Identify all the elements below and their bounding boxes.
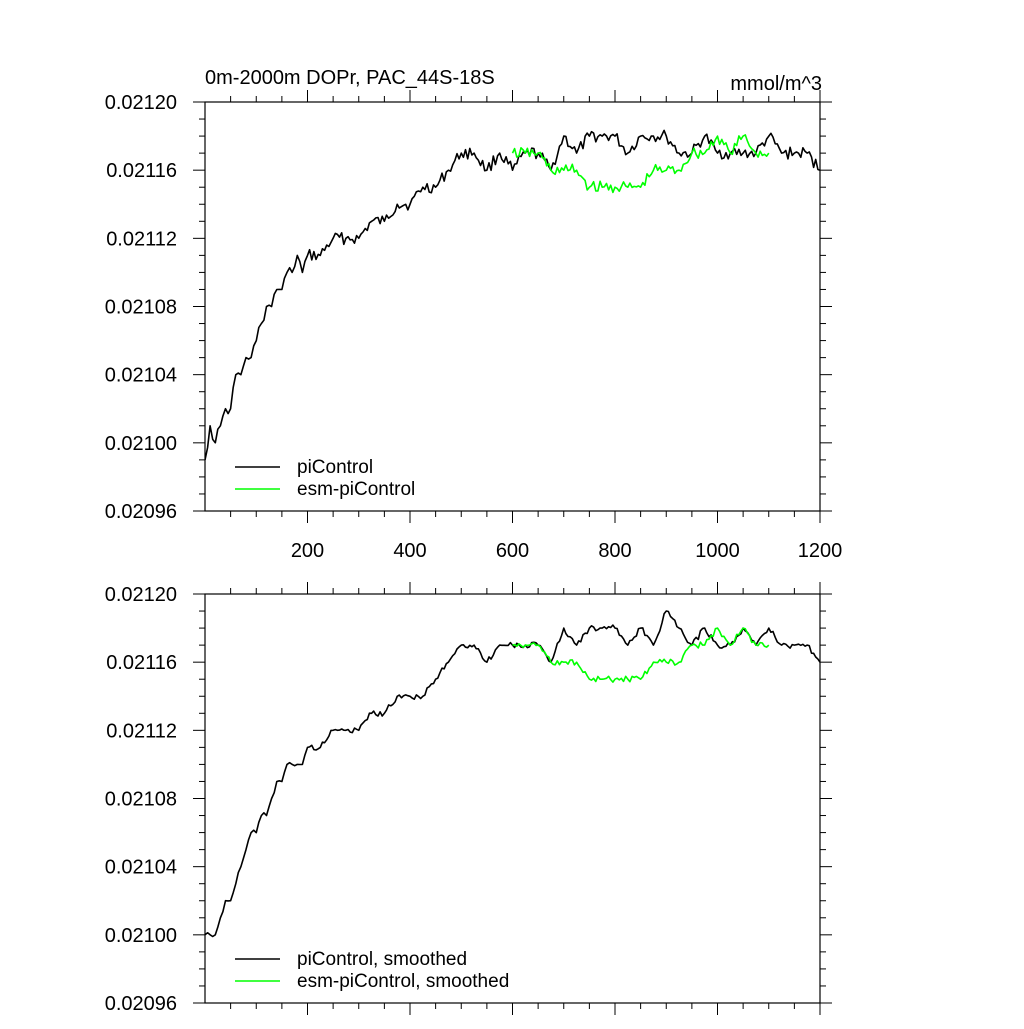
plot-panel-1: 0.02096 0.02100 0.02104 0.02108 0.02112 0.021… [105,67,843,562]
y-tick-label: 0.02104 [105,365,177,387]
legend-label: piControl [297,457,373,478]
y-tick-label: 0.02104 [105,857,177,879]
y-tick-label: 0.02120 [105,584,177,606]
y-tick-label: 0.02100 [105,433,177,455]
y-tick-label: 0.02108 [105,297,177,319]
y-tick-label: 0.02112 [106,720,177,742]
x-tick-label: 600 [496,540,529,562]
legend-label: piControl, smoothed [297,949,467,970]
x-tick-label: 1200 [798,540,843,562]
series-line-picontrol [205,129,820,461]
legend-label: esm-piControl [297,479,415,500]
y-tick-label: 0.02108 [105,789,177,811]
x-tick-label: 400 [393,540,426,562]
y-tick-label: 0.02120 [105,92,177,114]
y-tick-label: 0.02096 [105,993,177,1015]
y-tick-label: 0.02100 [105,925,177,947]
y-tick-label: 0.02116 [106,160,177,182]
units-label: mmol/m^3 [730,73,822,95]
y-tick-label: 0.02112 [106,228,177,250]
x-tick-label: 200 [291,540,324,562]
legend-label: esm-piControl, smoothed [297,971,509,992]
chart-title: 0m-2000m DOPr, PAC_44S-18S [205,67,495,89]
x-tick-label: 1000 [695,540,740,562]
series-line-picontrol-smoothed [205,610,820,938]
series-line-esm-picontrol [511,134,770,194]
plot-panel-2: 0.02096 0.02100 0.02104 0.02108 0.02112 0.021… [105,582,832,1015]
plot-frame [204,101,821,512]
x-tick-label: 800 [598,540,631,562]
series-line-esm-picontrol-smoothed [512,627,770,683]
plot-frame [204,593,821,1004]
y-tick-label: 0.02096 [105,501,177,523]
y-tick-label: 0.02116 [106,652,177,674]
